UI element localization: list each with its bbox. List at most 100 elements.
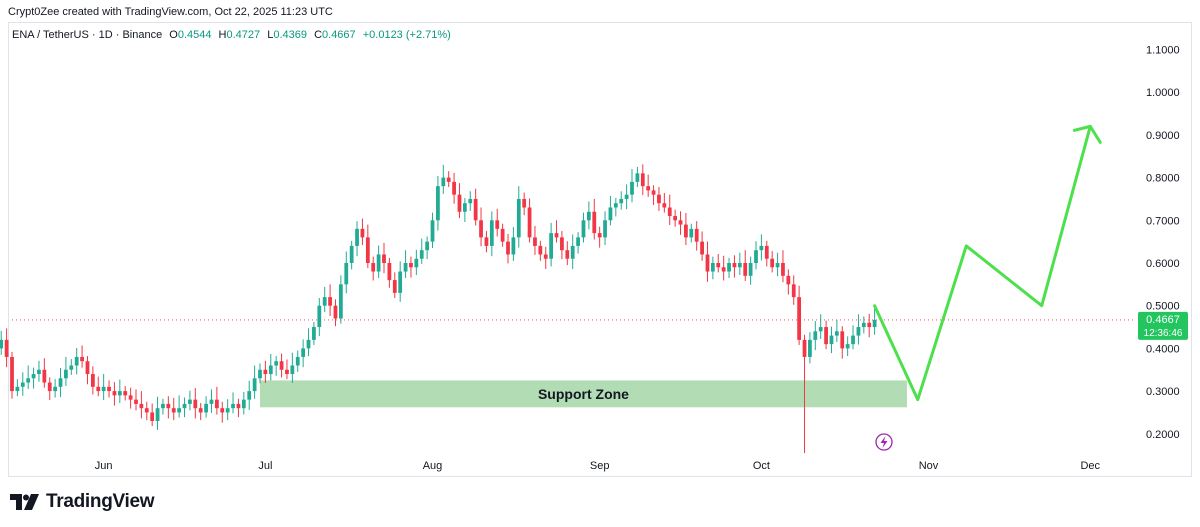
candle-body [851,335,855,345]
y-tick-label: 0.7000 [1146,215,1180,227]
y-tick-label: 1.0000 [1146,87,1180,99]
candle-body [425,241,430,251]
candle-body [220,408,225,413]
candle-body [295,356,300,366]
candle-body [619,198,624,204]
candle-body [365,237,370,263]
candle-body [845,344,850,349]
candle-body [727,263,731,272]
y-tick-label: 0.2000 [1146,429,1180,441]
symbol-label: ENA / TetherUS · 1D · Binance [12,29,163,41]
x-tick-label: Sep [590,460,610,472]
candle-body [592,211,597,234]
candle-body [716,263,721,268]
candle-body [581,220,586,238]
lightning-bolt-icon [880,436,888,448]
candle-body [764,245,769,259]
candle-body [360,228,365,238]
candle-body [576,237,580,246]
candle-body [42,369,47,383]
candle-body [263,369,268,375]
low-label: L [267,29,274,41]
candle-body [786,275,791,285]
candle-body [743,263,748,276]
candle-body [840,331,845,349]
candle-body [867,322,872,328]
projection-arrowhead [1072,124,1102,144]
candle-body [414,258,419,268]
candle-body [570,245,575,259]
candle-body [247,391,252,400]
x-tick-label: Jul [258,460,272,472]
candle-body [85,361,90,375]
candle-body [457,194,462,212]
candle-body [462,203,467,212]
low-value: 0.4369 [273,29,307,41]
candle-body [47,382,52,392]
candle-body [403,263,408,272]
candle-body [441,177,446,187]
candle-body [64,369,68,379]
candle-body [630,181,634,195]
candle-body [710,263,715,272]
candle-body [516,198,521,238]
candle-body [597,233,602,238]
chart-frame [8,22,1192,477]
candle-body [53,386,58,392]
candle-body [69,365,74,370]
candle-body [813,331,818,340]
tradingview-logo[interactable]: TradingView [10,491,155,513]
candle-body [20,382,25,387]
candle-body [171,408,176,413]
candle-body [101,386,106,392]
candle-body [834,331,839,336]
candle-body [721,267,726,272]
candle-body [436,186,440,221]
candle-body [560,237,564,251]
candle-body [322,297,327,306]
candle-body [387,263,392,281]
candle-body [285,369,289,375]
candle-body [737,263,742,268]
candle-body [398,271,403,293]
candle-body [759,245,764,251]
candle-body [258,369,262,379]
candle-body [678,220,683,225]
candle-body [543,254,548,259]
candle-body [586,211,591,221]
close-value: 0.4667 [322,29,356,41]
x-tick-label: Nov [919,460,939,472]
candle-body [791,284,796,298]
candle-body [312,327,316,340]
candle-body [268,365,273,375]
y-tick-label: 0.3000 [1146,386,1180,398]
candle-body [667,207,672,217]
candle-body [754,250,758,263]
candle-body [333,305,338,319]
candle-body [872,319,877,328]
candle-body [301,348,306,357]
candle-body [317,305,322,328]
candle-body [694,228,699,242]
candle-body [781,263,785,276]
candle-body [700,241,704,255]
candle-body [177,408,182,413]
candle-body [371,263,376,272]
candle-body [651,190,656,195]
candle-body [797,297,802,340]
candle-body [241,399,246,409]
candle-body [446,177,451,182]
candle-body [640,173,645,187]
x-tick-label: Aug [423,460,443,472]
candle-body [684,224,688,238]
candle-body [26,378,31,383]
ohlc-legend: ENA / TetherUS · 1D · Binance O0.4544 H0… [12,29,451,41]
candle-body [452,181,456,195]
candle-body [344,263,349,285]
candle-body [468,198,473,204]
candle-body [209,399,214,404]
candle-body [328,297,332,306]
candle-body [355,228,359,246]
candle-body [128,395,133,400]
